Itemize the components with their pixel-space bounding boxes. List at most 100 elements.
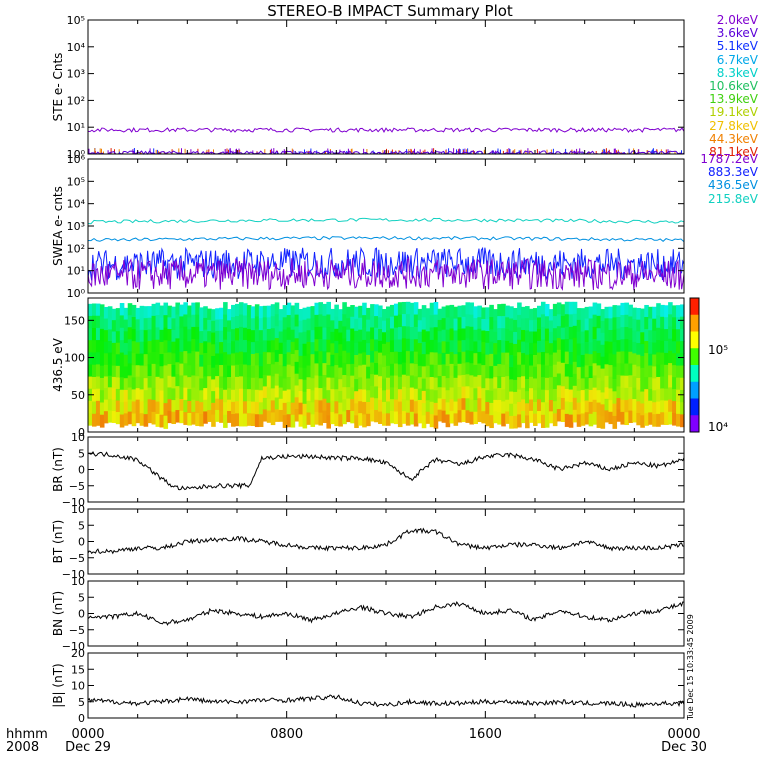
spectrogram-cell: [338, 402, 343, 415]
spectrogram-cell: [680, 304, 685, 318]
spectrogram-cell: [405, 326, 411, 340]
spectrogram-cell: [600, 356, 606, 370]
spectrogram-cell: [437, 376, 443, 388]
spectrogram-cell: [227, 354, 232, 367]
spectrogram-cell: [668, 387, 673, 401]
spectrogram-cell: [457, 328, 463, 342]
spectrogram-cell: [616, 340, 622, 353]
spectrogram-cell: [334, 316, 339, 330]
spectrogram-cell: [95, 376, 101, 390]
spectrogram-cell: [338, 390, 343, 404]
y-tick-label: 10⁰: [67, 287, 86, 300]
spectrogram-cell: [608, 400, 614, 413]
spectrogram-cell: [425, 354, 431, 367]
spectrogram-cell: [207, 376, 212, 389]
spectrogram-cell: [433, 390, 439, 404]
spectrogram-cell: [358, 413, 363, 426]
spectrogram-cell: [636, 343, 641, 356]
spectrogram-cell: [354, 379, 359, 392]
spectrogram-cell: [223, 352, 228, 366]
spectrogram-cell: [473, 411, 478, 425]
spectrogram-cell: [437, 387, 443, 400]
spectrogram-cell: [378, 364, 383, 377]
spectrogram-cell: [525, 342, 530, 356]
spectrogram-cell: [393, 303, 399, 317]
x-tick-label: 0800: [270, 727, 303, 742]
spectrogram-cell: [302, 367, 308, 381]
spectrogram-cell: [123, 354, 129, 368]
spectrogram-cell: [636, 331, 641, 344]
spectrogram-cell: [115, 365, 121, 378]
spectrogram-cell: [155, 327, 161, 341]
spectrogram-cell: [389, 340, 395, 353]
spectrogram-cell: [95, 364, 101, 378]
spectrogram-cell: [199, 331, 204, 344]
spectrogram-cell: [584, 306, 590, 320]
spectrogram-cell: [163, 340, 169, 354]
spectrogram-cell: [540, 301, 546, 315]
spectrogram-cell: [143, 342, 149, 355]
spectrogram-cell: [485, 413, 490, 427]
spectrogram-cell: [274, 409, 280, 422]
spectrogram-cell: [91, 377, 97, 390]
spectrogram-cell: [235, 401, 240, 414]
spectrogram-cell: [401, 398, 407, 412]
spectrogram-cell: [179, 340, 184, 353]
spectrogram-cell: [187, 341, 192, 354]
spectrogram-cell: [536, 364, 542, 377]
spectrogram-cell: [278, 398, 284, 411]
spectrogram-cell: [536, 375, 542, 389]
spectrogram-cell: [362, 327, 367, 341]
spectrogram-cell: [103, 318, 109, 331]
spectrogram-cell: [119, 352, 125, 366]
spectrogram-cell: [310, 378, 316, 391]
spectrogram-cell: [425, 331, 431, 344]
spectrogram-cell: [139, 377, 145, 390]
spectrogram-cell: [409, 339, 415, 352]
spectrogram-cell: [187, 365, 192, 378]
spectrogram-cell: [393, 399, 399, 413]
spectrogram-cell: [409, 375, 415, 389]
spectrogram-cell: [668, 350, 673, 364]
spectrogram-cell: [421, 366, 427, 380]
spectrogram-cell: [191, 326, 196, 340]
spectrogram-cell: [668, 363, 673, 376]
y-tick-label: 0: [78, 464, 85, 477]
spectrogram-cell: [632, 410, 637, 423]
spectrogram-cell: [378, 388, 383, 401]
spectrogram-cell: [131, 341, 137, 354]
spectrogram-cell: [457, 305, 463, 318]
spectrogram-cell: [409, 411, 415, 425]
spectrogram-cell: [552, 328, 558, 341]
spectrogram-cell: [374, 304, 379, 317]
spectrogram-cell: [159, 390, 165, 404]
spectrogram-cell: [91, 401, 97, 415]
spectrogram-cell: [231, 353, 236, 367]
spectrogram-cell: [497, 388, 502, 401]
spectrogram-cell: [107, 317, 113, 331]
spectrogram-cell: [171, 365, 177, 378]
spectrogram-cell: [199, 342, 204, 356]
spectrogram-cell: [656, 376, 661, 390]
spectrogram-cell: [238, 339, 244, 353]
spectrogram-cell: [227, 320, 232, 333]
spectrogram-cell: [564, 388, 570, 403]
spectrogram-cell: [302, 403, 308, 417]
spectrogram-cell: [235, 352, 240, 366]
spectrogram-cell: [282, 415, 288, 428]
spectrogram-cell: [624, 387, 629, 401]
spectrogram-cell: [306, 400, 312, 414]
spectrogram-cell: [163, 390, 169, 404]
spectrogram-cell: [266, 317, 272, 330]
spectrogram-cell: [437, 353, 443, 366]
spectrogram-cell: [533, 354, 538, 368]
spectrogram-cell: [115, 412, 121, 425]
spectrogram-cell: [211, 332, 216, 345]
spectrogram-cell: [207, 331, 212, 344]
year-label: 2008: [6, 740, 39, 755]
y-tick-label: 15: [71, 663, 85, 676]
legend-entry: 3.6keV: [716, 26, 758, 41]
spectrogram-cell: [127, 303, 133, 316]
spectrogram-cell: [521, 410, 526, 424]
spectrogram-cell: [254, 353, 260, 366]
